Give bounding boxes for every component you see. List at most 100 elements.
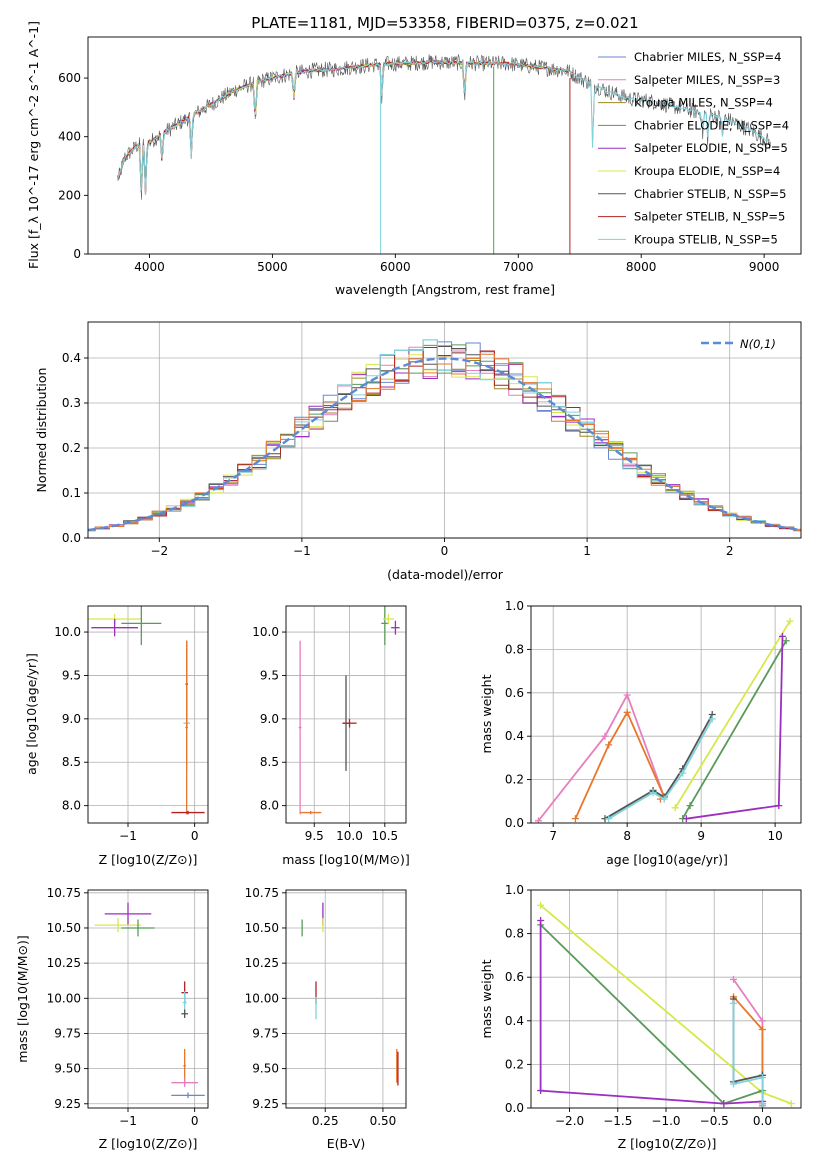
- x-tick-label: 9: [697, 829, 705, 843]
- data-point-marker: [649, 789, 657, 797]
- plot-area: [88, 606, 205, 815]
- error-bar-point: [185, 640, 188, 815]
- legend-label: Salpeter STELIB, N_SSP=5: [634, 210, 785, 224]
- y-tick-label: 0.4: [62, 351, 81, 365]
- data-point-marker: [730, 999, 737, 1007]
- x-tick-label: 5000: [257, 260, 288, 274]
- y-tick-label: 9.75: [252, 1026, 279, 1040]
- y-tick-label: 0.2: [505, 773, 524, 787]
- data-point-marker: [571, 815, 579, 823]
- x-tick-label: −1: [293, 544, 311, 558]
- x-tick-label: 0.0: [753, 1114, 772, 1128]
- mass-weight-series-line: [608, 718, 713, 820]
- y-tick-label: 8.0: [260, 799, 279, 813]
- data-point-marker: [537, 1087, 545, 1095]
- plot-frame: [530, 889, 802, 1109]
- mass-weight-series-line: [732, 1003, 764, 1104]
- x-tick-label: 0.50: [370, 1114, 397, 1128]
- error-bar-point: [171, 810, 205, 815]
- y-tick-label: 0.4: [505, 729, 524, 743]
- data-point-marker: [601, 732, 609, 740]
- x-tick-label: −1.0: [651, 1114, 680, 1128]
- y-tick-label: 9.0: [260, 712, 279, 726]
- y-tick-label: 0.2: [62, 441, 81, 455]
- data-point-marker: [782, 637, 790, 645]
- legend-label: Kroupa ELODIE, N_SSP=4: [634, 164, 780, 178]
- residual-x-label: (data-model)/error: [387, 567, 504, 582]
- data-point-marker: [537, 917, 545, 925]
- mw-z-y-label: mass weight: [479, 959, 494, 1038]
- y-tick-label: 9.5: [62, 668, 81, 682]
- spectrum-panel: PLATE=1181, MJD=53358, FIBERID=0375, z=0…: [26, 14, 802, 297]
- mass-vs-extinction-panel: 0.25 0.50 9.25 9.50 9.75 10.00 10.25 10.50 10.75…: [245, 886, 407, 1151]
- y-tick-label: 8.5: [260, 755, 279, 769]
- x-tick-label: 0: [191, 829, 199, 843]
- y-tick-label: 0.0: [62, 531, 81, 545]
- error-bar-point: [171, 1078, 198, 1087]
- y-tick-label: 0.0: [505, 1101, 524, 1115]
- mass-ebv-x-label: E(B-V): [327, 1136, 366, 1151]
- data-point-marker: [605, 741, 613, 749]
- y-tick-label: 0: [73, 247, 81, 261]
- x-tick-label: −1: [119, 1114, 137, 1128]
- mass-weight-series-line: [539, 924, 763, 1105]
- error-bar-point: [181, 1009, 188, 1018]
- y-tick-label: 10.00: [47, 991, 81, 1005]
- error-bar-point: [171, 1092, 205, 1099]
- data-point-marker: [758, 1100, 766, 1108]
- data-point-marker: [758, 1073, 766, 1081]
- plot-area: [298, 606, 400, 815]
- x-tick-label: 0: [191, 1114, 199, 1128]
- plot-frame: [87, 605, 209, 824]
- mass-vs-metallicity-panel: −1 0 9.25 9.50 9.75 10.00 10.25 10.50 10.75 Z [l…: [15, 886, 209, 1151]
- plot-frame: [285, 889, 407, 1109]
- x-tick-label: −0.5: [700, 1114, 729, 1128]
- x-tick-label: 2: [726, 544, 734, 558]
- y-tick-label: 10.75: [245, 886, 279, 900]
- error-bar-point: [381, 606, 389, 646]
- data-point-marker: [605, 815, 613, 823]
- plot-frame: [530, 605, 802, 824]
- y-tick-label: 0.8: [505, 642, 524, 656]
- x-tick-label: 9.5: [305, 829, 324, 843]
- x-tick-label: 0.25: [312, 1114, 339, 1128]
- y-tick-label: 0.6: [505, 686, 524, 700]
- data-point-marker: [787, 1100, 795, 1108]
- mass-weight-series-line: [537, 692, 666, 822]
- x-tick-label: 9000: [749, 260, 780, 274]
- data-point-marker: [623, 691, 631, 699]
- plot-area: [537, 901, 795, 1108]
- plot-area: [117, 53, 771, 254]
- mass-weight-series-line: [539, 920, 763, 1105]
- data-point-marker: [786, 617, 794, 625]
- y-tick-label: 8.0: [62, 799, 81, 813]
- y-tick-label: 10.00: [245, 991, 279, 1005]
- x-tick-label: −2.0: [555, 1114, 584, 1128]
- plot-area: [94, 902, 205, 1099]
- data-point-marker: [730, 1080, 737, 1088]
- plot-frame: [87, 36, 802, 255]
- y-tick-label: 10.25: [245, 956, 279, 970]
- data-point-marker: [537, 901, 545, 909]
- y-tick-label: 0.0: [505, 816, 524, 830]
- data-point-marker: [671, 804, 679, 812]
- x-tick-label: −2: [150, 544, 168, 558]
- mass-weight-series-line: [732, 996, 764, 1104]
- y-tick-label: 400: [58, 130, 81, 144]
- residual-panel: −2 −1 0 1 2 0.0 0.1 0.2 0.3 0.4 N(0,1) (data-model…: [34, 321, 802, 582]
- legend-label: Salpeter ELODIE, N_SSP=5: [634, 141, 788, 155]
- y-tick-label: 9.25: [54, 1097, 81, 1111]
- spectrum-title: PLATE=1181, MJD=53358, FIBERID=0375, z=0…: [251, 14, 638, 32]
- y-tick-label: 10.0: [252, 625, 279, 639]
- residual-histogram: [88, 339, 801, 532]
- mass-weight-series-line: [681, 640, 787, 820]
- x-tick-label: 8: [623, 829, 631, 843]
- data-point-marker: [623, 708, 631, 716]
- legend-label: N(0,1): [740, 337, 776, 351]
- y-tick-label: 0.6: [505, 970, 524, 984]
- plot-area: [534, 617, 794, 823]
- data-point-marker: [682, 815, 690, 823]
- x-tick-label: 6000: [380, 260, 411, 274]
- y-tick-label: 0.2: [505, 1057, 524, 1071]
